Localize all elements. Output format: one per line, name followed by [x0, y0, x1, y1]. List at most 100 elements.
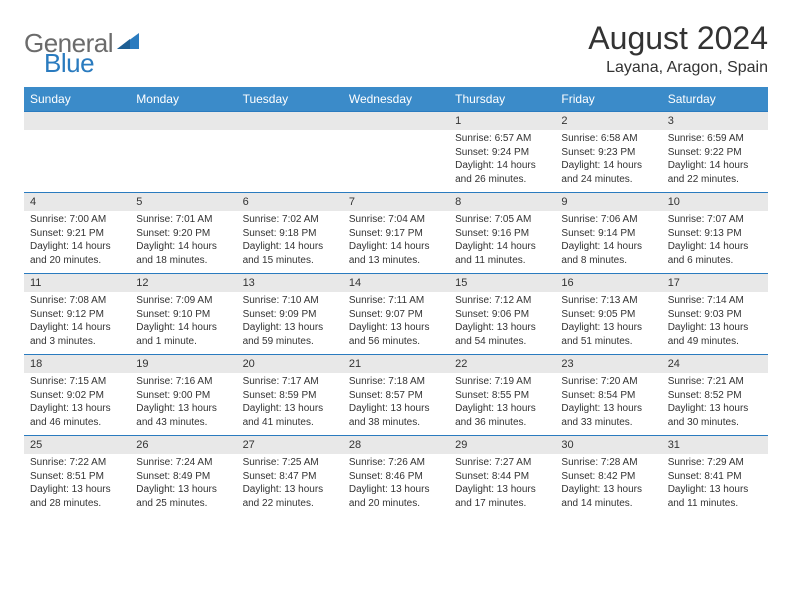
sunrise-text: Sunrise: 7:02 AM — [243, 213, 337, 227]
sunset-text: Sunset: 9:17 PM — [349, 227, 443, 241]
daylight-text: Daylight: 13 hours and 33 minutes. — [561, 402, 655, 429]
day-data-cell: Sunrise: 6:58 AMSunset: 9:23 PMDaylight:… — [555, 130, 661, 193]
daylight-text: Daylight: 14 hours and 1 minute. — [136, 321, 230, 348]
day-number-cell: 1 — [449, 112, 555, 131]
dow-header: Monday — [130, 87, 236, 112]
day-number-row: 25262728293031 — [24, 436, 768, 455]
sunset-text: Sunset: 9:20 PM — [136, 227, 230, 241]
day-number-cell: 23 — [555, 355, 661, 374]
day-number-cell: 9 — [555, 193, 661, 212]
dow-header: Thursday — [449, 87, 555, 112]
sunrise-text: Sunrise: 7:16 AM — [136, 375, 230, 389]
day-number-cell: 22 — [449, 355, 555, 374]
daylight-text: Daylight: 14 hours and 18 minutes. — [136, 240, 230, 267]
day-number-cell: 14 — [343, 274, 449, 293]
daylight-text: Daylight: 13 hours and 17 minutes. — [455, 483, 549, 510]
sunrise-text: Sunrise: 6:57 AM — [455, 132, 549, 146]
day-data-cell: Sunrise: 6:57 AMSunset: 9:24 PMDaylight:… — [449, 130, 555, 193]
day-data-cell — [24, 130, 130, 193]
day-number-cell: 7 — [343, 193, 449, 212]
sunset-text: Sunset: 9:18 PM — [243, 227, 337, 241]
sunset-text: Sunset: 9:22 PM — [668, 146, 762, 160]
day-data-cell: Sunrise: 7:22 AMSunset: 8:51 PMDaylight:… — [24, 454, 130, 516]
sunset-text: Sunset: 8:51 PM — [30, 470, 124, 484]
dow-header: Sunday — [24, 87, 130, 112]
day-data-cell: Sunrise: 7:04 AMSunset: 9:17 PMDaylight:… — [343, 211, 449, 274]
day-data-cell: Sunrise: 7:01 AMSunset: 9:20 PMDaylight:… — [130, 211, 236, 274]
sunrise-text: Sunrise: 7:04 AM — [349, 213, 443, 227]
calendar-table: SundayMondayTuesdayWednesdayThursdayFrid… — [24, 87, 768, 516]
day-data-cell: Sunrise: 7:08 AMSunset: 9:12 PMDaylight:… — [24, 292, 130, 355]
day-number-cell: 10 — [662, 193, 768, 212]
daylight-text: Daylight: 14 hours and 22 minutes. — [668, 159, 762, 186]
daylight-text: Daylight: 13 hours and 25 minutes. — [136, 483, 230, 510]
sunset-text: Sunset: 9:14 PM — [561, 227, 655, 241]
daylight-text: Daylight: 14 hours and 24 minutes. — [561, 159, 655, 186]
sunrise-text: Sunrise: 7:13 AM — [561, 294, 655, 308]
day-data-cell: Sunrise: 7:06 AMSunset: 9:14 PMDaylight:… — [555, 211, 661, 274]
day-data-cell: Sunrise: 7:29 AMSunset: 8:41 PMDaylight:… — [662, 454, 768, 516]
daylight-text: Daylight: 13 hours and 59 minutes. — [243, 321, 337, 348]
title-block: August 2024 Layana, Aragon, Spain — [588, 20, 768, 77]
logo-triangle-icon — [117, 31, 139, 56]
sunset-text: Sunset: 8:41 PM — [668, 470, 762, 484]
sunrise-text: Sunrise: 7:17 AM — [243, 375, 337, 389]
daylight-text: Daylight: 14 hours and 8 minutes. — [561, 240, 655, 267]
sunset-text: Sunset: 9:07 PM — [349, 308, 443, 322]
day-number-cell: 21 — [343, 355, 449, 374]
day-number-row: 123 — [24, 112, 768, 131]
month-title: August 2024 — [588, 20, 768, 57]
daylight-text: Daylight: 14 hours and 6 minutes. — [668, 240, 762, 267]
sunset-text: Sunset: 9:23 PM — [561, 146, 655, 160]
day-number-row: 11121314151617 — [24, 274, 768, 293]
daylight-text: Daylight: 14 hours and 26 minutes. — [455, 159, 549, 186]
sunrise-text: Sunrise: 7:07 AM — [668, 213, 762, 227]
sunrise-text: Sunrise: 7:25 AM — [243, 456, 337, 470]
daylight-text: Daylight: 14 hours and 13 minutes. — [349, 240, 443, 267]
sunrise-text: Sunrise: 7:14 AM — [668, 294, 762, 308]
sunrise-text: Sunrise: 7:01 AM — [136, 213, 230, 227]
sunset-text: Sunset: 8:46 PM — [349, 470, 443, 484]
day-number-cell: 11 — [24, 274, 130, 293]
sunset-text: Sunset: 9:09 PM — [243, 308, 337, 322]
day-data-cell — [343, 130, 449, 193]
daylight-text: Daylight: 13 hours and 51 minutes. — [561, 321, 655, 348]
day-data-cell: Sunrise: 7:20 AMSunset: 8:54 PMDaylight:… — [555, 373, 661, 436]
day-number-cell: 5 — [130, 193, 236, 212]
day-number-cell: 12 — [130, 274, 236, 293]
sunset-text: Sunset: 9:06 PM — [455, 308, 549, 322]
sunset-text: Sunset: 9:24 PM — [455, 146, 549, 160]
sunrise-text: Sunrise: 6:59 AM — [668, 132, 762, 146]
location-text: Layana, Aragon, Spain — [588, 59, 768, 77]
day-number-cell: 4 — [24, 193, 130, 212]
sunset-text: Sunset: 9:00 PM — [136, 389, 230, 403]
day-data-cell: Sunrise: 7:11 AMSunset: 9:07 PMDaylight:… — [343, 292, 449, 355]
sunset-text: Sunset: 9:05 PM — [561, 308, 655, 322]
sunrise-text: Sunrise: 7:11 AM — [349, 294, 443, 308]
day-data-cell: Sunrise: 7:28 AMSunset: 8:42 PMDaylight:… — [555, 454, 661, 516]
dow-header: Saturday — [662, 87, 768, 112]
sunset-text: Sunset: 9:03 PM — [668, 308, 762, 322]
sunset-text: Sunset: 8:49 PM — [136, 470, 230, 484]
day-data-row: Sunrise: 7:00 AMSunset: 9:21 PMDaylight:… — [24, 211, 768, 274]
day-data-cell: Sunrise: 7:27 AMSunset: 8:44 PMDaylight:… — [449, 454, 555, 516]
day-data-cell: Sunrise: 7:17 AMSunset: 8:59 PMDaylight:… — [237, 373, 343, 436]
day-data-cell: Sunrise: 6:59 AMSunset: 9:22 PMDaylight:… — [662, 130, 768, 193]
day-number-cell: 17 — [662, 274, 768, 293]
sunrise-text: Sunrise: 7:08 AM — [30, 294, 124, 308]
sunrise-text: Sunrise: 7:26 AM — [349, 456, 443, 470]
day-data-cell: Sunrise: 7:10 AMSunset: 9:09 PMDaylight:… — [237, 292, 343, 355]
day-number-cell: 25 — [24, 436, 130, 455]
header: General Blue August 2024 Layana, Aragon,… — [24, 20, 768, 77]
sunrise-text: Sunrise: 7:24 AM — [136, 456, 230, 470]
sunrise-text: Sunrise: 7:00 AM — [30, 213, 124, 227]
sunrise-text: Sunrise: 7:27 AM — [455, 456, 549, 470]
day-data-cell — [130, 130, 236, 193]
sunset-text: Sunset: 8:42 PM — [561, 470, 655, 484]
day-number-cell — [237, 112, 343, 131]
sunrise-text: Sunrise: 7:18 AM — [349, 375, 443, 389]
daylight-text: Daylight: 14 hours and 11 minutes. — [455, 240, 549, 267]
daylight-text: Daylight: 13 hours and 41 minutes. — [243, 402, 337, 429]
day-number-cell: 31 — [662, 436, 768, 455]
daylight-text: Daylight: 13 hours and 28 minutes. — [30, 483, 124, 510]
